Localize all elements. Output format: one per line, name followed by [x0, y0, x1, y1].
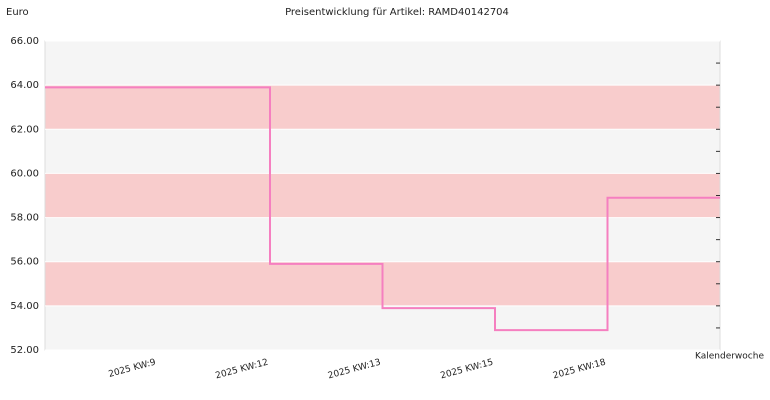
x-tick-label: 2025 KW:9: [108, 358, 158, 380]
y-tick-label: 58.00: [10, 213, 39, 224]
x-tick-label: 2025 KW:12: [214, 358, 269, 382]
y-tick-label: 66.00: [10, 36, 39, 47]
chart-title: Preisentwicklung für Artikel: RAMD401427…: [285, 7, 509, 18]
plot-band: [45, 173, 720, 218]
y-tick-label: 62.00: [10, 124, 39, 135]
x-tick-label: 2025 KW:15: [439, 358, 494, 382]
y-tick-label: 54.00: [10, 301, 39, 312]
y-tick-label: 52.00: [10, 345, 39, 356]
plot-band: [45, 217, 720, 262]
x-axis-label: Kalenderwoche: [695, 352, 764, 362]
price-line: [45, 86, 720, 332]
x-tick-label: 2025 KW:13: [327, 358, 382, 382]
plot-band: [45, 41, 720, 86]
y-tick-label: 60.00: [10, 168, 39, 179]
x-tick-label: 2025 KW:18: [552, 358, 607, 382]
plot-band: [45, 85, 720, 130]
y-tick-label: 64.00: [10, 80, 39, 91]
y-axis-label: Euro: [6, 7, 29, 18]
plot-band: [45, 305, 720, 350]
plot-band: [45, 129, 720, 174]
y-tick-label: 56.00: [10, 257, 39, 268]
